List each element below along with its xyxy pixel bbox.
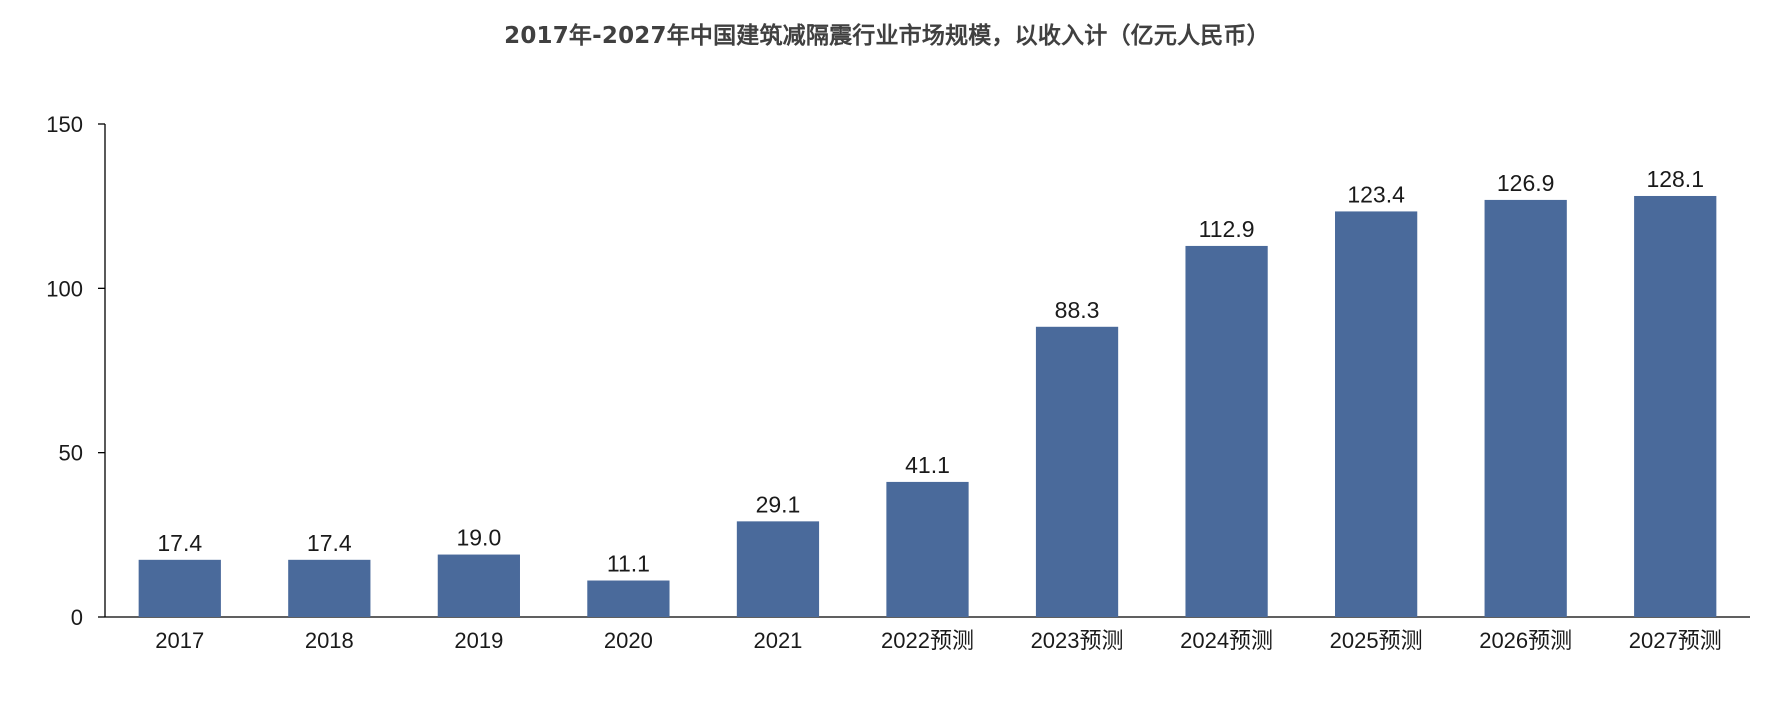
bar: [736, 521, 820, 617]
bar: [1484, 199, 1567, 617]
x-tick-label: 2020: [604, 628, 653, 653]
data-label: 17.4: [157, 530, 202, 556]
x-tick-label: 2026预测: [1479, 628, 1572, 653]
x-tick-label: 2022预测: [881, 628, 974, 653]
data-label: 41.1: [905, 452, 950, 478]
x-tick-label: 2023预测: [1031, 628, 1124, 653]
bar: [138, 559, 221, 617]
x-tick-label: 2019: [454, 628, 503, 653]
data-label: 11.1: [607, 551, 650, 577]
x-tick-label: 2025预测: [1330, 628, 1423, 653]
bar: [587, 580, 670, 617]
y-tick-label: 0: [71, 605, 83, 630]
x-tick-label: 2018: [305, 628, 354, 653]
chart-title: 2017年-2027年中国建筑减隔震行业市场规模，以收入计（亿元人民币）: [504, 23, 1270, 49]
data-label: 123.4: [1347, 181, 1405, 207]
bar: [1634, 195, 1717, 617]
bar: [1185, 245, 1268, 617]
data-label: 17.4: [307, 530, 352, 556]
bar: [886, 481, 969, 617]
bar: [437, 554, 520, 617]
x-tick-label: 2027预测: [1629, 628, 1722, 653]
x-tick-label: 2021: [753, 628, 802, 653]
data-label: 19.0: [456, 525, 501, 551]
data-label: 126.9: [1497, 170, 1555, 196]
data-label: 29.1: [756, 491, 801, 517]
y-tick-label: 100: [46, 276, 83, 301]
x-tick-label: 2017: [155, 628, 204, 653]
data-label: 128.1: [1646, 166, 1704, 192]
bar: [1035, 326, 1119, 617]
data-label: 88.3: [1055, 297, 1100, 323]
bar: [288, 559, 371, 617]
bar: [1335, 211, 1418, 617]
y-tick-label: 50: [59, 441, 83, 466]
data-label: 112.9: [1199, 216, 1255, 242]
x-tick-label: 2024预测: [1180, 628, 1273, 653]
y-tick-label: 150: [46, 112, 83, 137]
